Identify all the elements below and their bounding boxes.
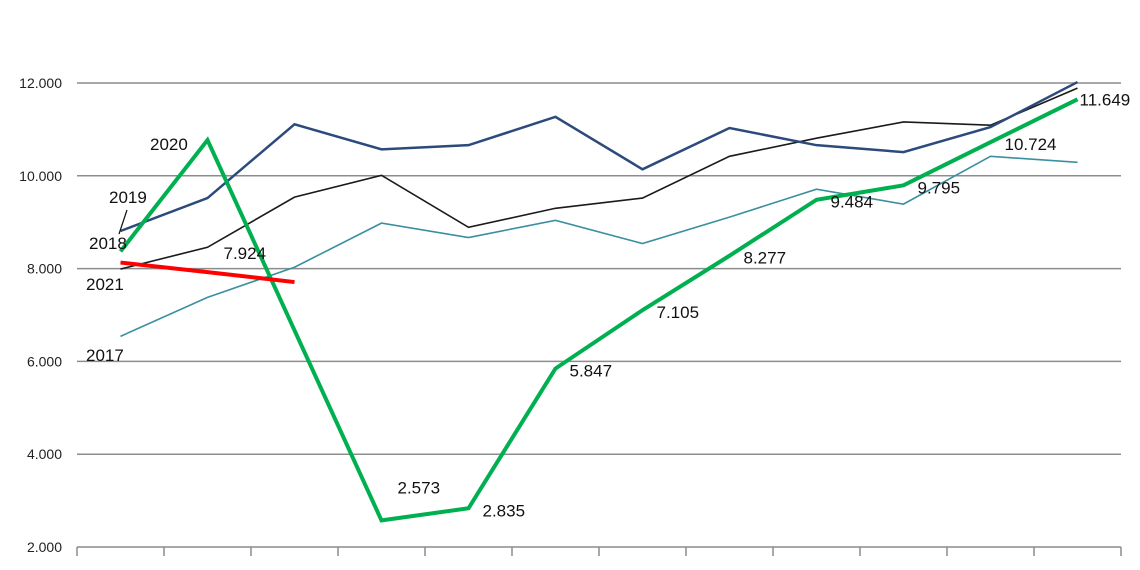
series-label-2019: 2019 [109, 188, 147, 207]
x-tick-label: Mayo [451, 567, 485, 570]
series-label-2021: 2021 [86, 275, 124, 294]
x-tick-label: Abril [367, 567, 395, 570]
y-axis-ticks: 2.000 4.000 6.000 8.000 10.000 12.000 [19, 75, 62, 555]
x-tick-label: Marzo [275, 567, 314, 570]
series-lines [118, 80, 1079, 523]
x-tick-label: Enero [102, 567, 140, 570]
y-tick-label: 6.000 [27, 353, 62, 369]
y-tick-label: 10.000 [19, 168, 62, 184]
x-tick-label: Noviembre [957, 567, 1025, 570]
data-label: 11.649 [1080, 90, 1131, 109]
series-line-2020 [118, 97, 1079, 523]
data-label: 2.835 [483, 501, 526, 520]
x-axis: Enero Febrero Marzo Abril Mayo Junio Julio Agos… [76, 547, 1122, 570]
y-tick-label: 12.000 [19, 75, 62, 91]
series-label-2020: 2020 [150, 135, 188, 154]
series-line-2018 [120, 87, 1078, 270]
x-tick-label: Febrero [183, 567, 232, 570]
gridlines [77, 82, 1121, 548]
y-tick-label: 4.000 [27, 446, 62, 462]
leader-line-2019 [118, 209, 128, 235]
y-tick-label: 2.000 [27, 539, 62, 555]
y-tick-label: 8.000 [27, 261, 62, 277]
data-label: 7.924 [224, 244, 267, 263]
series-line-2017 [120, 155, 1078, 338]
x-tick-label: Julio [628, 567, 657, 570]
x-tick-label: Junio [539, 567, 573, 570]
data-label: 9.484 [831, 193, 874, 212]
x-tick-label: Diciembre [1046, 567, 1109, 570]
x-tick-label: Setiembre [785, 567, 849, 570]
data-labels: 2.573 2.835 5.847 7.105 8.277 9.484 9.795 10.72… [86, 90, 1130, 520]
data-label: 5.847 [570, 361, 613, 380]
data-label: 8.277 [744, 249, 787, 268]
data-label: 2.573 [398, 478, 441, 497]
data-label: 10.724 [1005, 135, 1057, 154]
series-label-2018: 2018 [89, 234, 127, 253]
data-label: 9.795 [918, 178, 961, 197]
series-line-2019 [120, 80, 1079, 233]
x-tick-label: Octubre [879, 567, 929, 570]
data-label: 7.105 [657, 303, 700, 322]
x-tick-label: Agosto [708, 567, 752, 570]
series-label-2017: 2017 [86, 346, 124, 365]
